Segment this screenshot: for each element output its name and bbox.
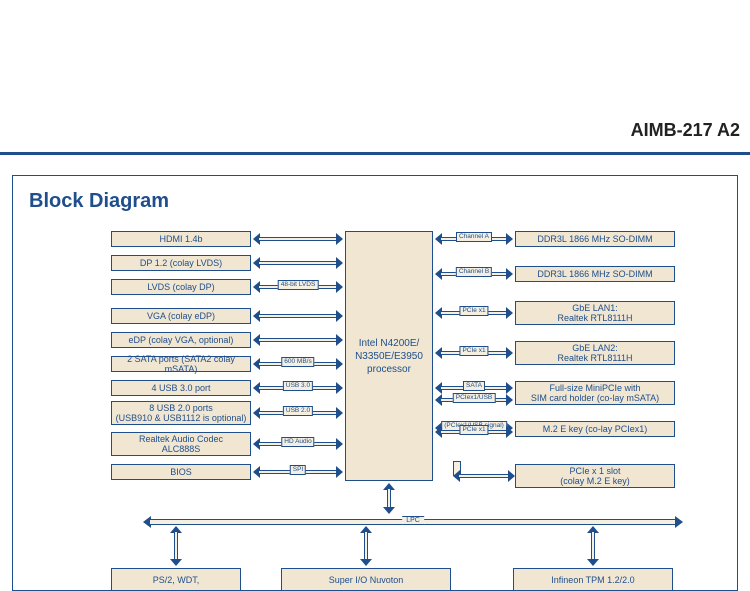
block-usb2: 8 USB 2.0 ports(USB910 & USB1112 is opti… <box>111 401 251 425</box>
arrow-usb2: USB 2.0 <box>253 407 343 419</box>
diagram-canvas: Intel N4200E/N3350E/E3950processor HDMI 1… <box>13 176 737 590</box>
arrow-lpc-tpm <box>587 526 599 566</box>
block-ps2: PS/2, WDT, <box>111 568 241 591</box>
arrow-ddr-b: Channel B <box>435 268 513 280</box>
arrow-lan2: PCIe x1 <box>435 347 513 359</box>
arrow-hdmi <box>253 233 343 245</box>
arrow-m2e-b: PCIe x1 <box>435 426 513 438</box>
block-pcieslot: PCIe x 1 slot(colay M.2 E key) <box>515 464 675 488</box>
product-title: AIMB-217 A2 <box>631 120 740 141</box>
arrow-lan1: PCIe x1 <box>435 307 513 319</box>
block-lan2: GbE LAN2:Realtek RTL8111H <box>515 341 675 365</box>
arrow-lvds: 48-bit LVDS <box>253 281 343 293</box>
arrow-bios: SPI <box>253 466 343 478</box>
block-ddr-a: DDR3L 1866 MHz SO-DIMM <box>515 231 675 247</box>
block-bios: BIOS <box>111 464 251 480</box>
block-edp: eDP (colay VGA, optional) <box>111 332 251 348</box>
block-hdmi: HDMI 1.4b <box>111 231 251 247</box>
arrow-dp <box>253 257 343 269</box>
arrow-lpc-sio <box>360 526 372 566</box>
block-dp: DP 1.2 (colay LVDS) <box>111 255 251 271</box>
separator-line <box>0 152 750 155</box>
cpu-block: Intel N4200E/N3350E/E3950processor <box>345 231 433 481</box>
arrow-sata: 600 MB/s <box>253 358 343 370</box>
block-tpm: Infineon TPM 1.2/2.0 <box>513 568 673 591</box>
block-lan1: GbE LAN1:Realtek RTL8111H <box>515 301 675 325</box>
block-sata: 2 SATA ports (SATA2 colay mSATA) <box>111 356 251 372</box>
arrow-vga <box>253 310 343 322</box>
block-ddr-b: DDR3L 1866 MHz SO-DIMM <box>515 266 675 282</box>
arrow-lpc-ps2 <box>170 526 182 566</box>
diagram-frame: Block Diagram Intel N4200E/N3350E/E3950p… <box>12 175 738 591</box>
block-minipcie: Full-size MiniPCIe withSIM card holder (… <box>515 381 675 405</box>
arrow-ddr-a: Channel A <box>435 233 513 245</box>
block-audio: Realtek Audio CodecALC888S <box>111 432 251 456</box>
block-lvds: LVDS (colay DP) <box>111 279 251 295</box>
arrow-audio: HD Audio <box>253 438 343 450</box>
arrow-edp <box>253 334 343 346</box>
arrow-pcieslot <box>453 470 515 482</box>
arrow-minipcie-b: PCIex1/USB <box>435 394 513 406</box>
block-m2e: M.2 E key (co-lay PCIex1) <box>515 421 675 437</box>
block-vga: VGA (colay eDP) <box>111 308 251 324</box>
lpc-bus: LPC <box>143 516 683 528</box>
arrow-cpu-lpc <box>383 483 395 514</box>
arrow-usb3: USB 3.0 <box>253 382 343 394</box>
block-sio: Super I/O Nuvoton <box>281 568 451 591</box>
block-usb3: 4 USB 3.0 port <box>111 380 251 396</box>
